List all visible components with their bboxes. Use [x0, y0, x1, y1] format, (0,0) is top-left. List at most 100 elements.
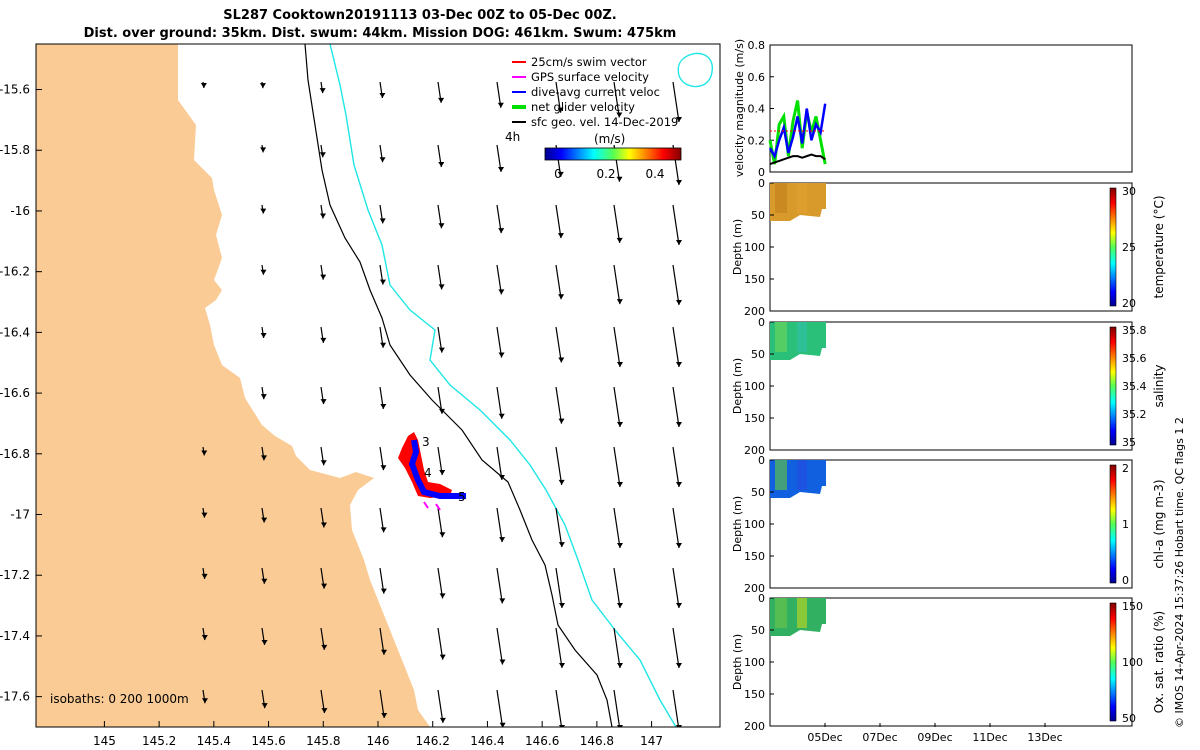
depth-tick: 100: [744, 380, 765, 393]
current-arrow: [320, 507, 327, 528]
current-arrow: [437, 326, 445, 353]
cb-label: Ox. sat. ratio (%): [1152, 611, 1166, 713]
current-arrow: [496, 567, 506, 604]
current-arrow: [437, 386, 446, 414]
time-label: 4h: [505, 130, 520, 144]
panel-colorbar: [1109, 464, 1117, 584]
depth-ylabel: Depth (m): [731, 358, 744, 414]
current-arrow: [496, 446, 505, 481]
cb-tick: 30: [1122, 185, 1136, 198]
current-arrow: [437, 81, 445, 103]
current-arrow: [320, 264, 327, 280]
current-arrow: [496, 264, 505, 295]
depth-tick: 50: [751, 348, 765, 361]
current-arrow: [320, 689, 328, 714]
map-y-tick-6: -16.8: [0, 447, 30, 461]
current-arrow: [555, 627, 565, 669]
glider-track-blue: [408, 439, 466, 499]
depth-ylabel: Depth (m): [731, 634, 744, 690]
current-arrow: [379, 81, 386, 99]
date-tick-4: 13Dec: [1027, 731, 1062, 744]
current-arrow: [259, 81, 266, 89]
current-arrow: [379, 204, 386, 224]
footer-credit: © IMOS 14-Apr-2024 15:37:26 Hobart time.…: [1173, 417, 1186, 728]
current-arrow: [200, 81, 207, 89]
cb-tick: 50: [1122, 712, 1136, 725]
velocity-ylabel: velocity magnitude (m/s): [733, 39, 746, 177]
current-arrow: [260, 264, 267, 275]
current-arrow: [672, 326, 682, 368]
map-x-tick-3: 145.6: [251, 734, 285, 748]
colorbar-title: (m/s): [594, 132, 625, 146]
land-mass: [36, 44, 430, 727]
current-arrow: [320, 326, 327, 343]
vel-tick-4: 0.8: [748, 39, 766, 52]
glider-track-red: [398, 432, 452, 498]
svg-text:net glider velocity: net glider velocity: [531, 100, 635, 114]
map-y-tick-2: -16: [10, 204, 30, 218]
current-arrow: [319, 81, 326, 94]
current-arrow: [260, 144, 267, 153]
panel-colorbar: [1109, 187, 1117, 307]
colorbar-tick-2: 0.4: [645, 167, 664, 181]
map-y-tick-10: -17.6: [0, 690, 30, 704]
svg-text:sfc geo. vel. 14-Dec-2019: sfc geo. vel. 14-Dec-2019: [531, 115, 678, 129]
legend-item-3: net glider velocity: [512, 100, 635, 114]
date-axis: 05Dec 07Dec 09Dec 11Dec 13Dec: [807, 723, 1063, 744]
isobath-200m: [304, 44, 613, 727]
glider-track-magenta: [423, 501, 441, 511]
current-arrow: [261, 567, 268, 584]
isobaths-label: isobaths: 0 200 1000m: [50, 692, 189, 706]
depth-tick: 200: [744, 305, 765, 318]
cb-tick: 35.4: [1122, 380, 1147, 393]
depth-tick: 0: [758, 177, 765, 190]
current-arrow: [672, 81, 682, 123]
current-arrow: [320, 386, 327, 405]
current-arrow: [260, 204, 267, 214]
cb-label: chl-a (mg m-3): [1152, 479, 1166, 568]
current-arrow: [437, 446, 446, 476]
depth-tick: 150: [744, 688, 765, 701]
current-arrow: [672, 446, 682, 488]
depth-tick: 200: [744, 720, 765, 733]
legend-item-2: dive-avg current veloc: [512, 85, 660, 99]
cb-tick: 35.8: [1122, 324, 1147, 337]
chart-title-line1: SL287 Cooktown20191113 03-Dec 00Z to 05-…: [223, 8, 617, 23]
map-x-tick-10: 147: [640, 734, 663, 748]
current-arrow: [613, 264, 623, 305]
isobath-1000m: [329, 44, 677, 727]
current-arrow: [379, 386, 387, 410]
current-arrow: [320, 446, 327, 466]
current-arrow: [496, 81, 504, 108]
current-arrow: [437, 689, 446, 723]
map-y-axis: -15.6 -15.8 -16 -16.2 -16.4 -16.6 -16.8 -17 -17.…: [0, 83, 42, 704]
current-arrow: [496, 689, 506, 727]
current-arrow: [613, 326, 623, 368]
map-x-tick-4: 145.8: [306, 734, 340, 748]
current-arrow: [437, 204, 445, 229]
current-arrow: [320, 204, 327, 219]
map-x-tick-7: 146.4: [470, 734, 504, 748]
current-arrow: [260, 326, 267, 339]
svg-text:GPS surface velocity: GPS surface velocity: [531, 70, 649, 84]
current-arrow: [496, 204, 505, 234]
vel-tick-2: 0.4: [748, 103, 766, 116]
current-arrow: [437, 144, 445, 168]
current-arrow: [261, 446, 268, 461]
depth-tick: 150: [744, 412, 765, 425]
depth-panel-1: 0 50 100 150 200 Depth (m) 20 25 30 temperature (…: [731, 177, 1166, 318]
current-arrow: [613, 627, 623, 669]
depth-tick: 0: [758, 454, 765, 467]
date-tick-0: 05Dec: [807, 731, 842, 744]
depth-panel-3: 0 50 100 150 200 Depth (m) 0 1 2 chl-a (mg m-3): [731, 454, 1166, 595]
legend-item-0: 25cm/s swim vector: [512, 55, 647, 69]
current-arrow: [437, 264, 445, 290]
map-x-tick-8: 146.6: [525, 734, 559, 748]
map-y-tick-4: -16.4: [0, 325, 30, 339]
vel-tick-0: 0: [758, 166, 765, 179]
current-arrow: [672, 386, 682, 428]
depth-tick: 150: [744, 273, 765, 286]
current-arrow: [379, 567, 387, 594]
